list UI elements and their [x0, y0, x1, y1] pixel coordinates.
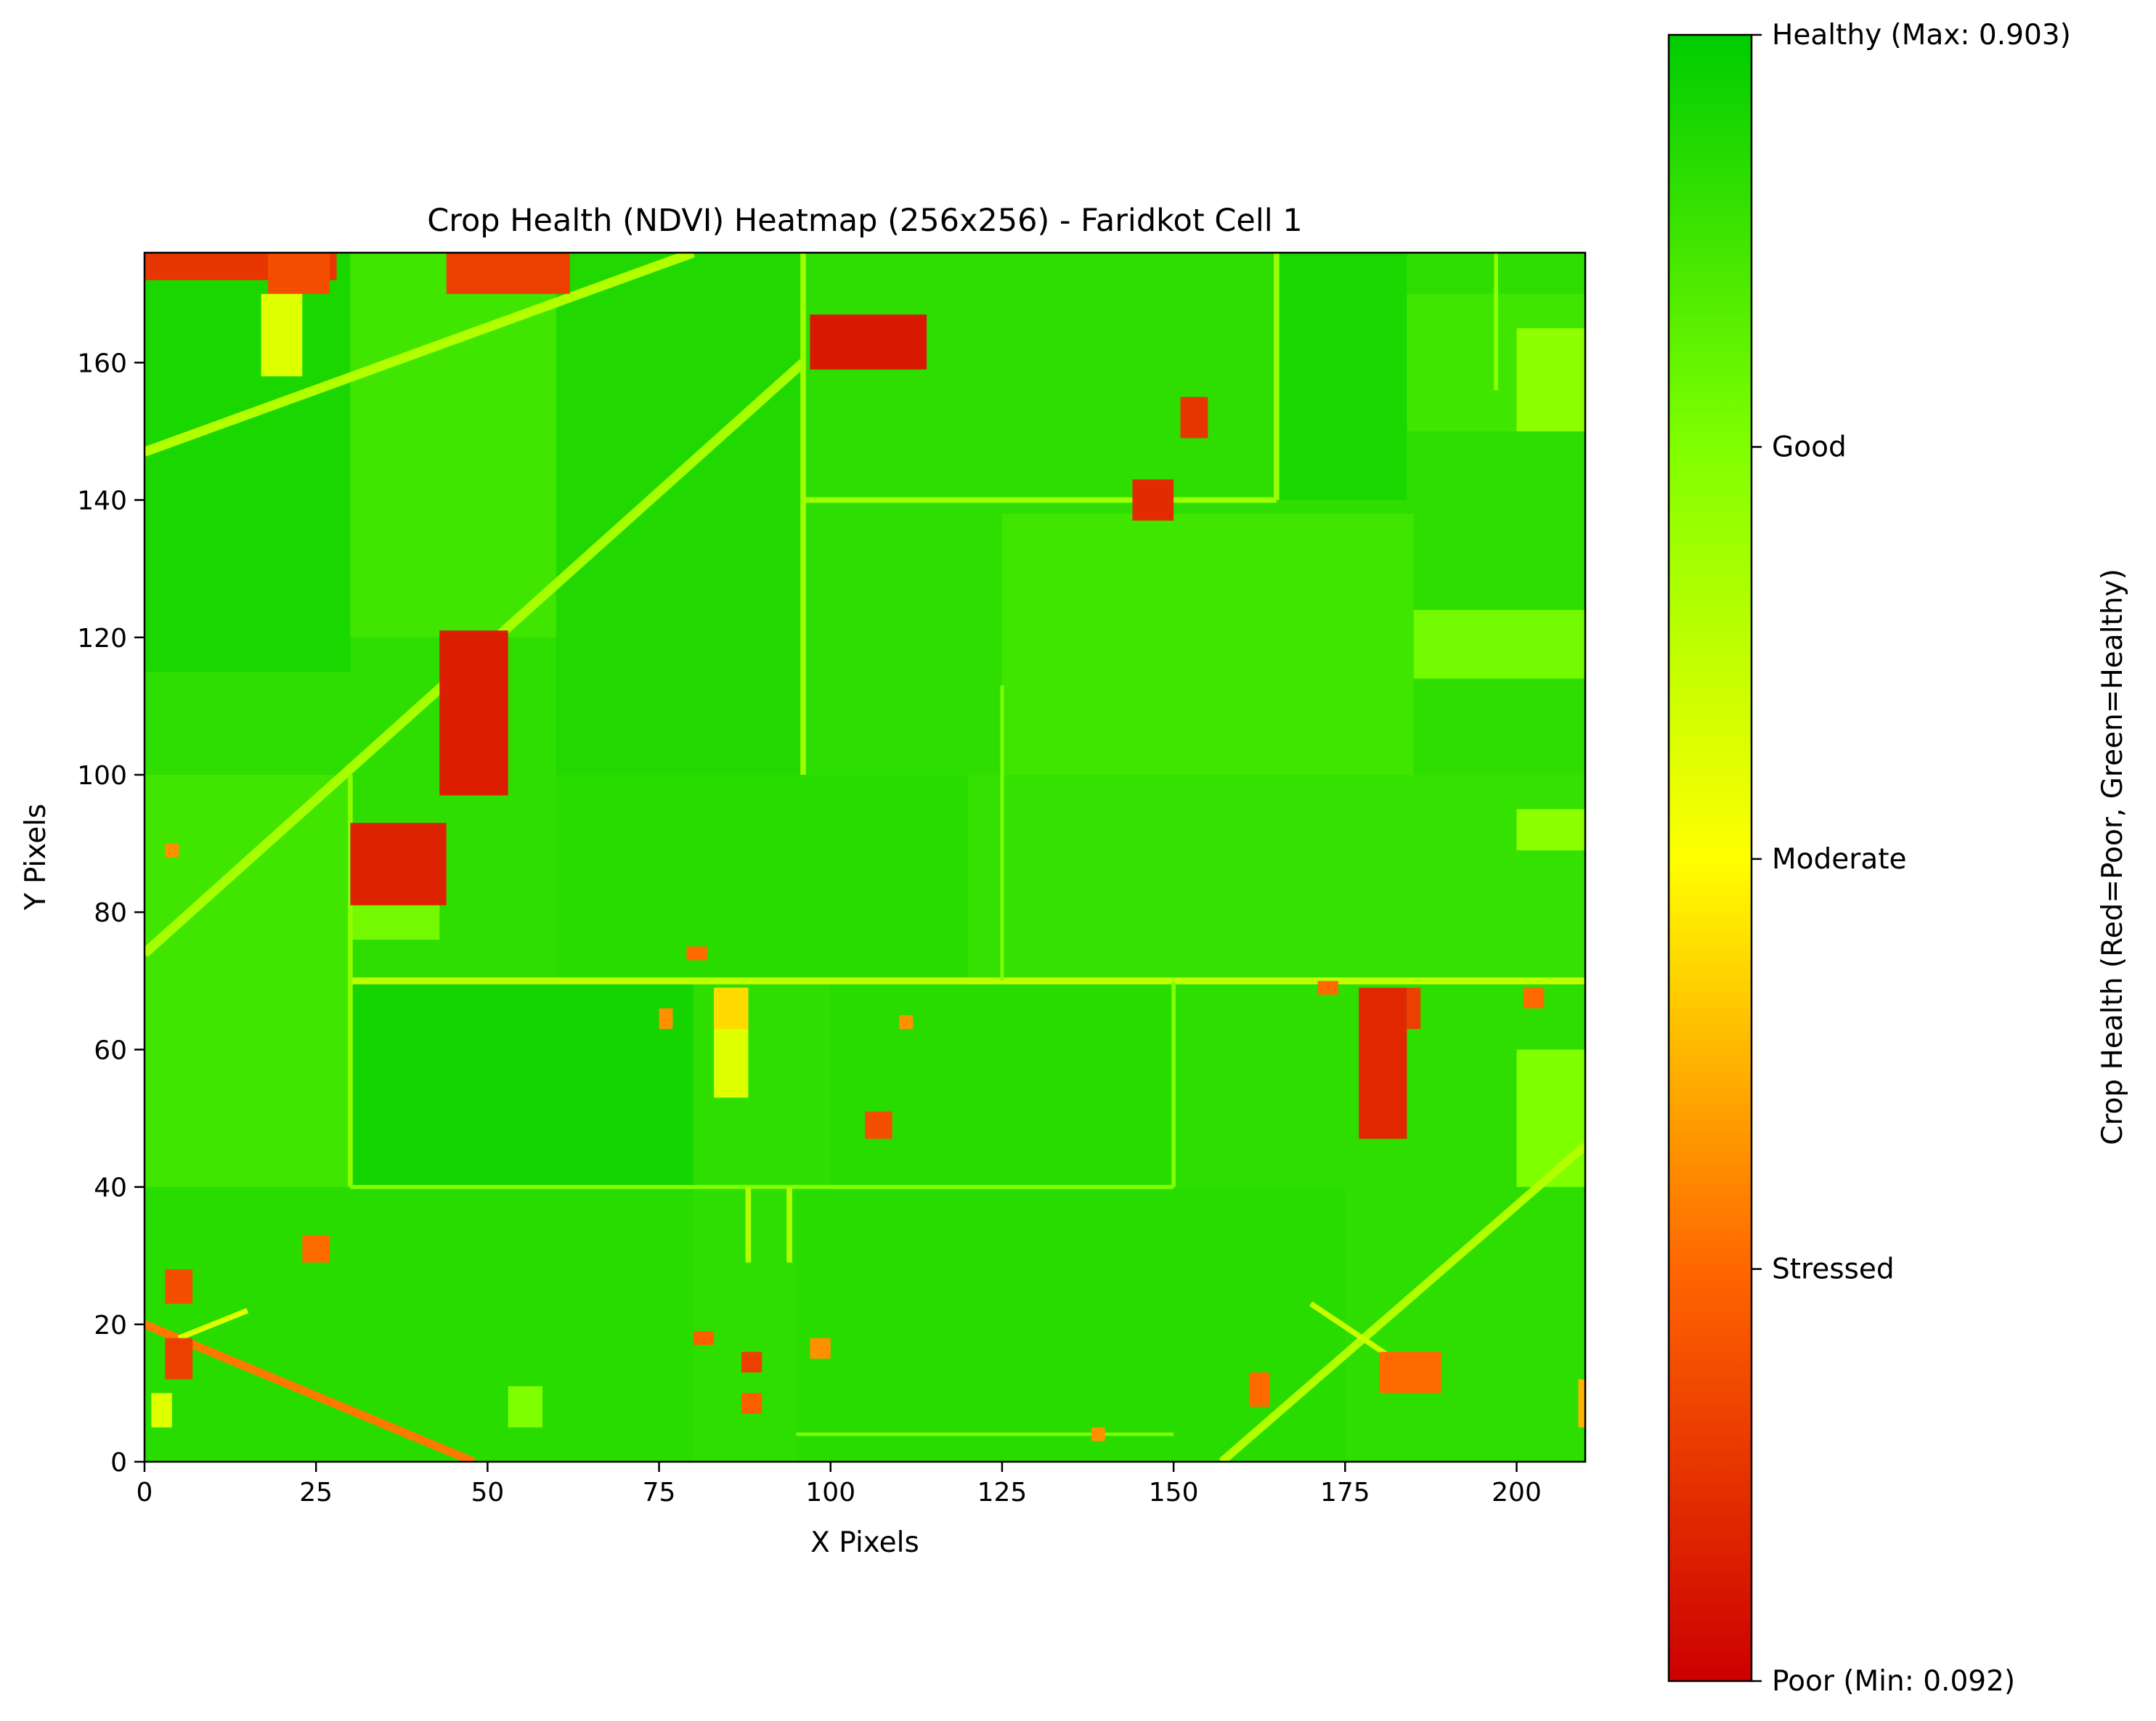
y-tick-label: 80	[94, 898, 127, 928]
stress-patch	[810, 1338, 831, 1359]
stress-patch	[1091, 1427, 1105, 1441]
field-patch	[1516, 1049, 1585, 1187]
colorbar-ticks: Poor (Min: 0.092) Stressed Moderate Good Hea…	[1752, 19, 2071, 1698]
field-patches	[145, 253, 1585, 1462]
stress-patch	[899, 1015, 914, 1030]
stress-patch	[261, 293, 303, 377]
x-tick-label: 100	[805, 1478, 855, 1508]
stress-patch	[741, 1351, 762, 1373]
y-tick-label: 40	[94, 1173, 127, 1203]
heatmap-plot-area	[145, 253, 1585, 1462]
stress-patch	[165, 1338, 193, 1380]
stress-patch	[439, 630, 508, 796]
stress-patch	[1359, 988, 1407, 1139]
stress-patch	[1523, 988, 1545, 1009]
colorbar-gradient	[1667, 33, 1753, 1683]
stress-patch	[1180, 396, 1208, 439]
linear-feature	[177, 1308, 249, 1341]
stress-patch	[1407, 988, 1421, 1030]
y-tick-label: 120	[77, 624, 127, 654]
linear-feature	[1219, 1142, 1585, 1462]
field-patch	[1516, 809, 1585, 851]
field-patch	[802, 253, 1277, 514]
stress-patch	[810, 314, 927, 370]
field-patch	[1001, 513, 1414, 775]
field-patch	[145, 1187, 693, 1462]
stress-patch	[151, 1393, 172, 1428]
x-tick-label: 75	[643, 1478, 676, 1508]
linear-feature	[145, 1320, 476, 1462]
stress-patch	[1132, 479, 1174, 521]
y-tick-label: 100	[77, 761, 127, 791]
x-axis-ticks: 0 25 50 75 100 125 150 175 200	[137, 1462, 1542, 1508]
field-patch	[1413, 609, 1585, 679]
stress-patch	[350, 823, 447, 906]
y-tick-label: 160	[77, 349, 127, 378]
stress-patch	[865, 1111, 892, 1139]
plot-frame	[143, 251, 1587, 1463]
stress-patch	[659, 1008, 673, 1030]
stress-patches	[145, 253, 1585, 1441]
stress-patch	[302, 1234, 330, 1263]
linear-feature	[145, 253, 696, 457]
field-patch	[830, 980, 1174, 1187]
stress-patch	[446, 253, 570, 294]
x-axis-label: X Pixels	[810, 1526, 919, 1559]
field-patch	[796, 1187, 1346, 1462]
stress-patch	[268, 253, 330, 294]
y-axis-ticks: 0 20 40 60 80 100 120 140 160	[77, 349, 145, 1478]
stress-patch	[686, 946, 707, 961]
x-tick-label: 0	[137, 1478, 153, 1508]
y-tick-label: 0	[110, 1448, 127, 1478]
stress-patch	[693, 1331, 715, 1346]
field-patch	[145, 253, 351, 672]
x-tick-label: 200	[1492, 1478, 1542, 1508]
stress-patch	[741, 1393, 762, 1414]
y-tick-label: 20	[94, 1311, 127, 1340]
y-tick-label: 140	[77, 487, 127, 516]
field-patch	[1276, 253, 1407, 500]
colorbar: Poor (Min: 0.092) Stressed Moderate Good Hea…	[1667, 19, 2129, 1698]
stress-patch	[1578, 1379, 1585, 1428]
stress-patch	[165, 843, 179, 858]
colorbar-tick-label: Good	[1772, 431, 1847, 463]
x-tick-label: 125	[977, 1478, 1028, 1508]
stress-patch	[1317, 980, 1338, 995]
x-tick-label: 175	[1320, 1478, 1370, 1508]
field-patch	[145, 774, 351, 1187]
stress-patch	[1249, 1372, 1270, 1407]
x-tick-label: 150	[1149, 1478, 1199, 1508]
colorbar-tick-label: Stressed	[1772, 1253, 1895, 1286]
stress-patch	[714, 988, 749, 1030]
colorbar-tick-label: Healthy (Max: 0.903)	[1772, 19, 2071, 52]
field-patch	[350, 980, 693, 1187]
field-patch	[1516, 328, 1585, 431]
field-patch	[556, 253, 803, 775]
field-patch	[556, 774, 968, 981]
field-patch	[967, 774, 1585, 981]
colorbar-label: Crop Health (Red=Poor, Green=Healthy)	[2096, 569, 2129, 1145]
y-tick-label: 60	[94, 1036, 127, 1065]
colorbar-tick-label: Moderate	[1772, 843, 1906, 876]
colorbar-tick-label: Poor (Min: 0.092)	[1772, 1665, 2015, 1698]
chart-title: Crop Health (NDVI) Heatmap (256x256) - F…	[427, 203, 1303, 239]
stress-patch	[508, 1386, 542, 1428]
stress-patch	[165, 1269, 193, 1304]
x-tick-label: 50	[471, 1478, 504, 1508]
x-tick-label: 25	[299, 1478, 333, 1508]
stress-patch	[1379, 1351, 1441, 1394]
y-axis-label: Y Pixels	[20, 804, 52, 911]
